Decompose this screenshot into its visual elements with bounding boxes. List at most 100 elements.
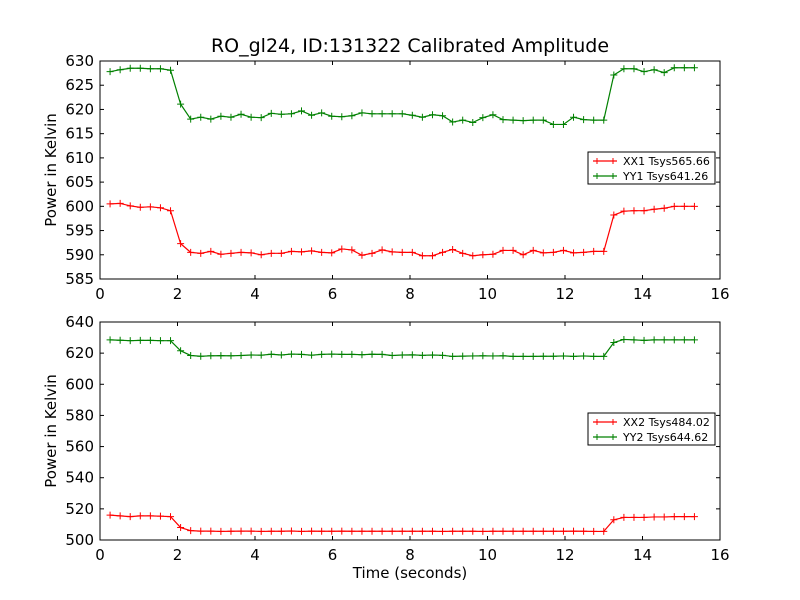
data-point-0-1-15 (257, 114, 265, 122)
data-point-1-0-52 (630, 513, 638, 521)
data-point-1-1-55 (660, 336, 668, 344)
data-point-0-1-29 (398, 110, 406, 118)
data-point-0-0-46 (570, 249, 578, 257)
data-point-1-1-4 (146, 336, 154, 344)
data-point-1-0-39 (499, 527, 507, 535)
data-point-0-1-46 (570, 113, 578, 121)
data-point-0-1-16 (267, 109, 275, 117)
data-point-0-1-55 (660, 69, 668, 77)
plot-area (106, 64, 698, 260)
data-point-0-0-23 (338, 245, 346, 253)
data-point-1-0-2 (126, 513, 134, 521)
data-point-1-0-27 (378, 527, 386, 535)
x-tick-label: 6 (328, 546, 338, 564)
data-point-0-1-6 (167, 66, 175, 74)
data-point-1-0-13 (237, 527, 245, 535)
data-point-0-0-30 (408, 248, 416, 256)
data-point-0-1-47 (580, 116, 588, 124)
data-point-1-1-45 (559, 352, 567, 360)
y-tick-label: 540 (65, 469, 94, 487)
y-tick-label: 520 (65, 500, 94, 518)
data-point-1-1-10 (207, 352, 215, 360)
x-tick-label: 16 (710, 546, 729, 564)
data-point-0-0-32 (428, 252, 436, 260)
y-tick-label: 600 (65, 375, 94, 393)
data-point-0-0-0 (106, 200, 114, 208)
legend: XX1 Tsys565.66 YY1 Tsys641.26 (587, 151, 716, 185)
data-point-0-0-29 (398, 248, 406, 256)
data-point-0-1-54 (650, 66, 658, 74)
x-tick-label: 0 (95, 546, 105, 564)
data-point-1-1-18 (287, 350, 295, 358)
data-point-1-1-24 (348, 350, 356, 358)
data-point-1-1-13 (237, 351, 245, 359)
data-point-0-0-27 (378, 246, 386, 254)
data-point-0-1-48 (590, 116, 598, 124)
data-point-1-0-20 (308, 527, 316, 535)
data-point-1-0-51 (620, 513, 628, 521)
data-point-0-0-35 (459, 249, 467, 257)
data-point-1-1-8 (187, 351, 195, 359)
data-point-1-0-12 (227, 527, 235, 535)
data-point-1-0-15 (257, 527, 265, 535)
data-point-0-1-42 (529, 116, 537, 124)
data-point-1-1-28 (388, 351, 396, 359)
data-point-1-1-12 (227, 352, 235, 360)
data-point-1-1-39 (499, 352, 507, 360)
data-point-1-0-3 (136, 512, 144, 520)
data-point-0-0-57 (680, 202, 688, 210)
x-tick-label: 4 (250, 546, 260, 564)
data-point-0-1-23 (338, 113, 346, 121)
x-tick-label: 0 (95, 285, 105, 303)
data-point-1-1-42 (529, 352, 537, 360)
data-point-1-1-9 (197, 352, 205, 360)
legend: XX2 Tsys484.02 YY2 Tsys644.62 (587, 412, 716, 446)
data-point-0-1-32 (428, 111, 436, 119)
data-point-0-0-25 (358, 251, 366, 259)
data-point-1-1-57 (680, 336, 688, 344)
data-point-1-0-21 (318, 527, 326, 535)
data-point-0-1-39 (499, 116, 507, 124)
data-point-0-0-21 (318, 248, 326, 256)
data-point-0-0-28 (388, 248, 396, 256)
data-point-1-0-33 (439, 527, 447, 535)
data-point-1-1-38 (489, 352, 497, 360)
data-point-1-0-5 (156, 512, 164, 520)
data-point-0-0-13 (237, 248, 245, 256)
data-point-1-1-53 (640, 336, 648, 344)
data-point-1-0-36 (469, 527, 477, 535)
data-point-0-0-55 (660, 204, 668, 212)
data-point-0-0-43 (539, 249, 547, 257)
data-point-1-0-47 (580, 527, 588, 535)
data-point-1-0-48 (590, 527, 598, 535)
data-point-0-1-41 (519, 117, 527, 125)
data-point-0-0-44 (549, 248, 557, 256)
data-point-0-1-21 (318, 109, 326, 117)
legend-marker (594, 419, 616, 425)
data-point-0-0-38 (489, 250, 497, 258)
data-point-1-0-44 (549, 527, 557, 535)
data-point-1-1-34 (449, 352, 457, 360)
y-tick-label: 595 (65, 222, 94, 240)
data-point-1-0-17 (277, 527, 285, 535)
data-point-1-1-33 (439, 351, 447, 359)
data-point-1-0-7 (177, 524, 185, 532)
data-point-0-0-51 (620, 207, 628, 215)
data-point-1-0-54 (650, 513, 658, 521)
data-point-1-1-47 (580, 352, 588, 360)
data-point-0-0-10 (207, 247, 215, 255)
data-point-1-0-23 (338, 527, 346, 535)
legend-box (587, 151, 716, 185)
data-point-0-0-56 (670, 202, 678, 210)
legend-marker (594, 158, 616, 164)
data-point-1-1-31 (418, 351, 426, 359)
legend-label: YY2 Tsys644.62 (622, 431, 708, 444)
data-point-0-0-52 (630, 207, 638, 215)
data-point-0-0-8 (187, 248, 195, 256)
data-point-0-1-5 (156, 65, 164, 73)
data-point-0-0-26 (368, 249, 376, 257)
legend-box (587, 412, 716, 446)
data-point-0-0-19 (298, 248, 305, 256)
data-point-1-1-16 (267, 350, 275, 358)
